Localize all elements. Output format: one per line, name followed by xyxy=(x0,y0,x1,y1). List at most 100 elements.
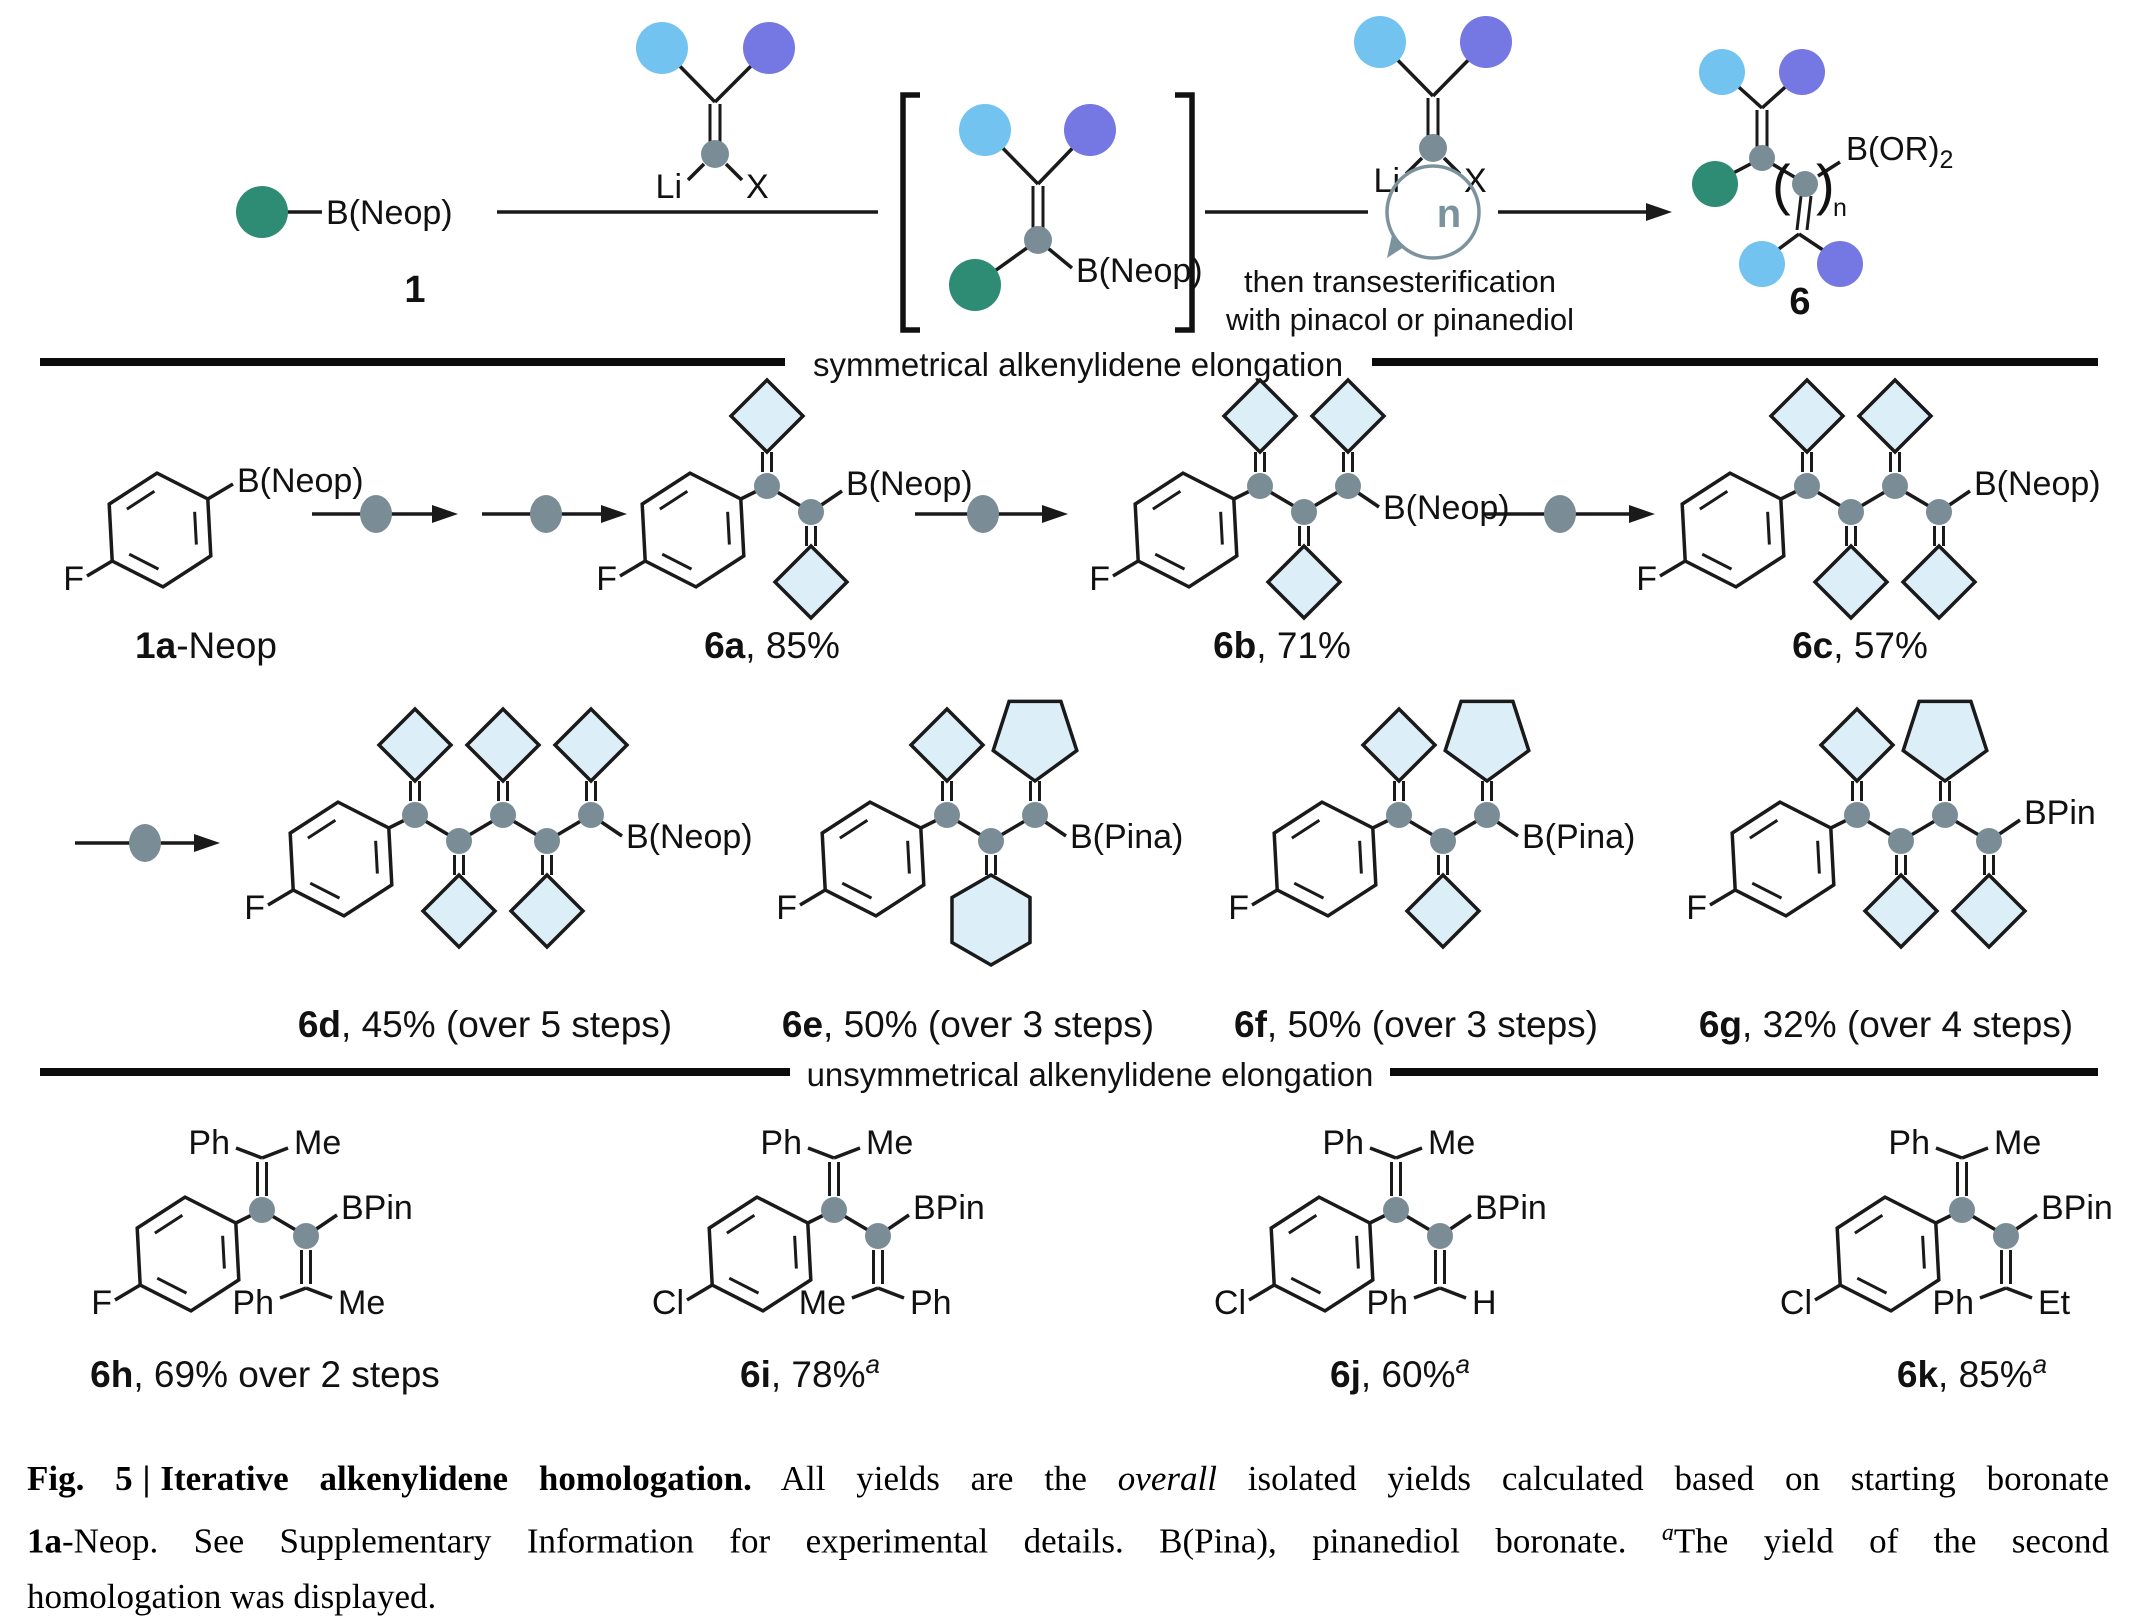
carbenoid-carbon-dot xyxy=(701,140,729,168)
aromatic-inner-bond xyxy=(1291,819,1321,840)
carbon-dot xyxy=(934,802,960,828)
halogen-label: F xyxy=(63,560,84,598)
cycle-arrow-head-icon xyxy=(1387,235,1404,258)
substituent-label: Ph xyxy=(910,1284,952,1322)
structure-6e: B(Pina) F 6e, 50% (over 3 steps) xyxy=(776,699,1183,1045)
carbon-dot xyxy=(1291,499,1317,525)
bond xyxy=(807,1146,835,1160)
reaction-arrow xyxy=(915,495,1068,533)
section-title: symmetrical alkenylidene elongation xyxy=(813,346,1343,383)
carbon-dot xyxy=(1792,171,1818,197)
section-divider-symmetrical: symmetrical alkenylidene elongation xyxy=(40,346,2098,383)
substituent-label: Me xyxy=(1428,1124,1475,1162)
aromatic-inner-bond xyxy=(726,511,731,545)
aromatic-inner-bond xyxy=(1290,1276,1322,1295)
compound-label: 6f, 50% (over 3 steps) xyxy=(1234,1004,1598,1045)
aromatic-inner-bond xyxy=(1854,1214,1884,1235)
halogen-label: F xyxy=(244,889,265,927)
reaction-arrow xyxy=(312,495,458,533)
aromatic-inner-bond xyxy=(906,840,911,874)
substituent-label: Ph xyxy=(1932,1284,1974,1322)
boron-label: BPin xyxy=(913,1189,985,1227)
carbon-dot xyxy=(1926,499,1952,525)
structure-6f: B(Pina) F 6f, 50% (over 3 steps) xyxy=(1228,699,1635,1045)
r-group-circle-blue xyxy=(959,104,1011,156)
bond xyxy=(619,559,647,578)
cyclobutylidene-shape xyxy=(376,706,454,784)
boron-label: B(Pina) xyxy=(1070,818,1183,856)
carbenoid-carbon-dot xyxy=(1419,134,1447,162)
caption-compound-ref: 1a xyxy=(27,1521,62,1561)
bond xyxy=(1817,160,1841,178)
cyclobutylidene-shape xyxy=(1768,377,1846,455)
cyclobutylidene-shape xyxy=(1862,872,1940,950)
reagent-alkenyl-carbenoid-2: Li X xyxy=(1354,16,1512,200)
structure-6k: Ph Me Ph Et BPin Cl 6k, 85%a xyxy=(1780,1124,2113,1395)
aromatic-inner-bond xyxy=(128,552,160,571)
bond xyxy=(114,1283,142,1302)
bond xyxy=(206,482,234,501)
compound-label: 6k, 85%a xyxy=(1897,1349,2047,1395)
aromatic-inner-bond xyxy=(1816,840,1821,874)
reagent-dot xyxy=(967,495,999,533)
figure-caption: Fig. 5 | Iterative alkenylidene homologati… xyxy=(0,1435,2136,1624)
caption-text: isolated yields calculated based on star… xyxy=(1247,1459,2110,1498)
compound-label: 6a, 85% xyxy=(704,625,840,666)
halogen-label: F xyxy=(596,560,617,598)
reagent-dot xyxy=(530,495,562,533)
bond xyxy=(2005,1286,2033,1300)
aromatic-inner-bond xyxy=(126,490,156,511)
carbon-dot xyxy=(1976,828,2002,854)
bond xyxy=(235,1146,263,1160)
aromatic-inner-bond xyxy=(1355,1235,1360,1269)
substituent-label: Et xyxy=(2038,1284,2071,1322)
carbon-dot xyxy=(293,1223,319,1249)
aromatic-inner-bond xyxy=(1152,490,1182,511)
boron-label: BPin xyxy=(2041,1189,2113,1227)
r-group-circle-blue xyxy=(636,22,688,74)
bond xyxy=(799,888,827,907)
aromatic-inner-bond xyxy=(307,819,337,840)
bond xyxy=(1659,559,1687,578)
reaction-conditions: then transesterification with pinacol or… xyxy=(1225,264,1574,337)
substituent-label: Me xyxy=(1994,1124,2041,1162)
carbon-dot xyxy=(249,1197,275,1223)
section-divider-unsymmetrical: unsymmetrical alkenylidene elongation xyxy=(40,1056,2098,1093)
carbon-dot xyxy=(490,802,516,828)
boron-label: BPin xyxy=(341,1189,413,1227)
arrow-head xyxy=(601,505,627,523)
caption-text: -Neop. See Supplementary Information for… xyxy=(62,1521,1627,1561)
double-bond xyxy=(1795,195,1803,231)
aromatic-inner-bond xyxy=(839,819,869,840)
aromatic-inner-bond xyxy=(1921,1235,1926,1269)
cyclobutylidene-shape xyxy=(464,706,542,784)
cyclohexylidene-shape xyxy=(950,872,1032,968)
carbon-dot xyxy=(1386,802,1412,828)
r-group-circle-blue xyxy=(1699,49,1745,95)
compound-label: 6c, 57% xyxy=(1792,625,1928,666)
substituent-label: Ph xyxy=(232,1284,274,1322)
cyclobutylidene-shape xyxy=(1265,543,1343,621)
substituent-label: Ph xyxy=(1888,1124,1930,1162)
bond xyxy=(686,162,706,182)
cyclobutylidene-shape xyxy=(420,872,498,950)
aromatic-inner-bond xyxy=(1749,819,1779,840)
bond xyxy=(267,888,295,907)
bond xyxy=(1979,1286,2007,1300)
bond xyxy=(724,162,744,182)
cyclobutylidene-shape xyxy=(1221,377,1299,455)
boron-label: BPin xyxy=(2024,794,2096,832)
boron-label: B(Neop) xyxy=(846,465,973,503)
reagent-alkenyl-carbenoid-1: Li X xyxy=(636,22,795,206)
boron-label: B(Neop) xyxy=(1974,465,2101,503)
aromatic-inner-bond xyxy=(728,1276,760,1295)
boron-label: B(Neop) xyxy=(1383,489,1510,527)
caption-text: homologation was displayed. xyxy=(27,1576,437,1616)
structure-6i: Ph Me Me Ph BPin Cl 6i, 78%a xyxy=(652,1124,985,1395)
aromatic-inner-bond xyxy=(1856,1276,1888,1295)
caption-bold-title: Iterative alkenylidene homologation. xyxy=(160,1459,752,1498)
carbon-dot xyxy=(1427,1223,1453,1249)
cyclobutylidene-shape xyxy=(772,543,850,621)
carbon-dot xyxy=(1844,802,1870,828)
